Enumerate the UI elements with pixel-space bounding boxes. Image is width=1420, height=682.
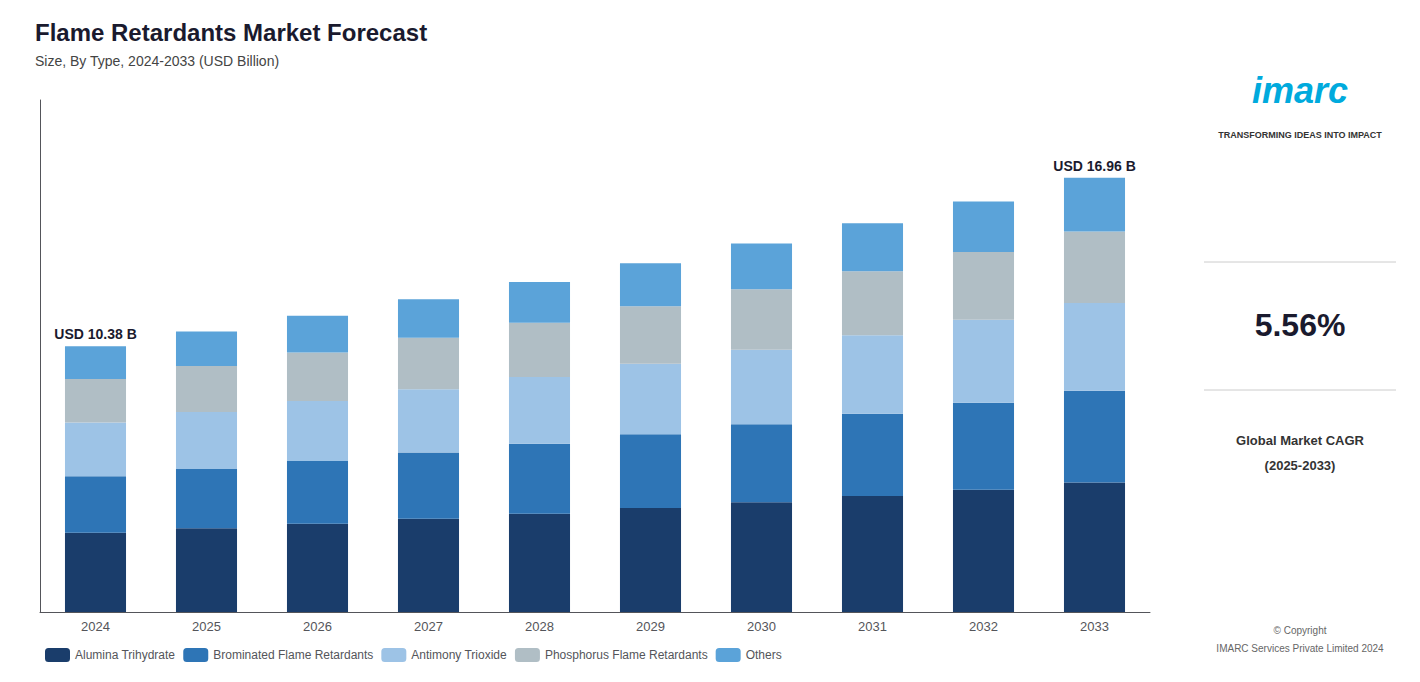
svg-text:Size, By Type, 2024-2033 (USD: Size, By Type, 2024-2033 (USD Billion) bbox=[35, 53, 279, 69]
svg-text:imarc: imarc bbox=[1252, 70, 1348, 111]
svg-text:2029: 2029 bbox=[636, 619, 665, 634]
svg-text:Flame Retardants Market Foreca: Flame Retardants Market Forecast bbox=[35, 19, 427, 46]
svg-text:2033: 2033 bbox=[1080, 619, 1109, 634]
svg-text:2030: 2030 bbox=[747, 619, 776, 634]
svg-text:2025: 2025 bbox=[192, 619, 221, 634]
svg-text:2032: 2032 bbox=[969, 619, 998, 634]
svg-text:USD 10.38 B: USD 10.38 B bbox=[54, 326, 136, 342]
svg-text:2031: 2031 bbox=[858, 619, 887, 634]
svg-text:Alumina Trihydrate: Alumina Trihydrate bbox=[75, 648, 175, 662]
svg-text:2026: 2026 bbox=[303, 619, 332, 634]
svg-text:IMARC Services Private Limited: IMARC Services Private Limited 2024 bbox=[1216, 643, 1384, 654]
svg-text:5.56%: 5.56% bbox=[1255, 307, 1346, 343]
svg-text:2024: 2024 bbox=[81, 619, 110, 634]
svg-text:Global Market CAGR: Global Market CAGR bbox=[1236, 433, 1364, 448]
svg-text:Antimony Trioxide: Antimony Trioxide bbox=[411, 648, 507, 662]
svg-text:2027: 2027 bbox=[414, 619, 443, 634]
svg-text:TRANSFORMING IDEAS INTO IMPACT: TRANSFORMING IDEAS INTO IMPACT bbox=[1218, 130, 1382, 140]
svg-text:Brominated Flame Retardants: Brominated Flame Retardants bbox=[213, 648, 373, 662]
svg-text:Phosphorus Flame Retardants: Phosphorus Flame Retardants bbox=[545, 648, 708, 662]
svg-text:USD 16.96 B: USD 16.96 B bbox=[1053, 158, 1135, 174]
svg-text:Others: Others bbox=[746, 648, 782, 662]
svg-text:(2025-2033): (2025-2033) bbox=[1265, 458, 1336, 473]
svg-text:2028: 2028 bbox=[525, 619, 554, 634]
svg-text:© Copyright: © Copyright bbox=[1274, 625, 1327, 636]
